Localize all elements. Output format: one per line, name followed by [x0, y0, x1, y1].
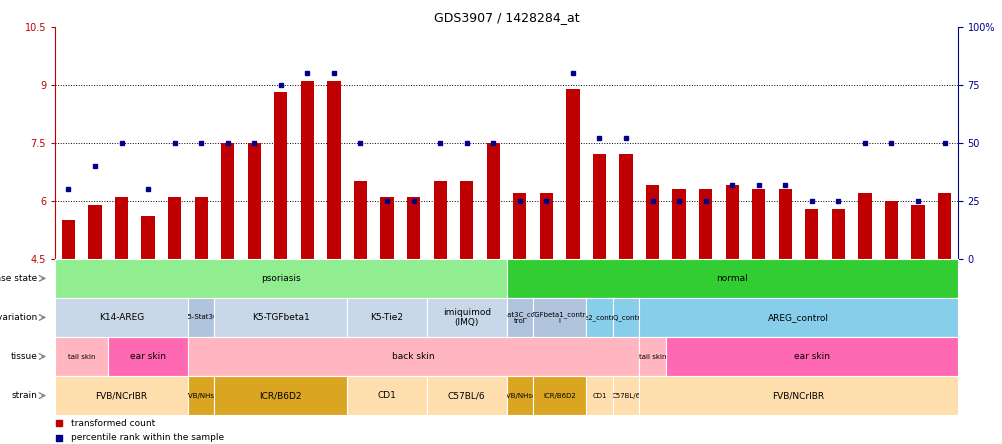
Bar — [724, 185, 738, 259]
Text: ear skin: ear skin — [793, 352, 829, 361]
Bar — [486, 143, 499, 259]
Bar — [274, 92, 288, 259]
Text: K5-Tie2: K5-Tie2 — [370, 313, 403, 322]
Bar — [566, 88, 579, 259]
Bar — [752, 189, 765, 259]
Text: C57BL/6: C57BL/6 — [448, 391, 485, 400]
Text: tail skin: tail skin — [638, 353, 665, 360]
Text: CD1: CD1 — [377, 391, 396, 400]
Bar — [805, 209, 818, 259]
Bar — [619, 155, 632, 259]
Bar — [671, 189, 685, 259]
Bar — [539, 193, 552, 259]
Bar — [247, 143, 261, 259]
Bar — [194, 197, 207, 259]
Text: K14-AREG: K14-AREG — [99, 313, 144, 322]
Title: GDS3907 / 1428284_at: GDS3907 / 1428284_at — [433, 11, 579, 24]
Text: K5-TGFbeta1: K5-TGFbeta1 — [252, 313, 310, 322]
Text: CD1: CD1 — [591, 392, 606, 399]
Bar — [301, 81, 314, 259]
Text: Stat3C_con
trol: Stat3C_con trol — [500, 311, 539, 324]
Bar — [858, 193, 871, 259]
Text: psoriasis: psoriasis — [261, 274, 301, 283]
Text: genotype/variation: genotype/variation — [0, 313, 38, 322]
Bar — [831, 209, 845, 259]
Text: ICR/B6D2: ICR/B6D2 — [260, 391, 302, 400]
Text: tissue: tissue — [11, 352, 38, 361]
Bar — [778, 189, 792, 259]
Text: disease state: disease state — [0, 274, 38, 283]
Text: transformed count: transformed count — [71, 419, 155, 428]
Text: strain: strain — [12, 391, 38, 400]
Bar — [513, 193, 526, 259]
Bar — [407, 197, 420, 259]
Text: FVB/NHsd: FVB/NHsd — [183, 392, 218, 399]
Bar — [698, 189, 711, 259]
Text: Tie2_control: Tie2_control — [577, 314, 620, 321]
Bar — [884, 201, 897, 259]
Bar — [115, 197, 128, 259]
Bar — [911, 205, 924, 259]
Bar — [592, 155, 605, 259]
Text: FVB/NCrIBR: FVB/NCrIBR — [95, 391, 147, 400]
Text: FVB/NCrIBR: FVB/NCrIBR — [772, 391, 824, 400]
Text: AREG_control: AREG_control — [768, 313, 829, 322]
Text: K5-Stat3C: K5-Stat3C — [183, 314, 218, 321]
Text: TGFbeta1_contro
l: TGFbeta1_contro l — [529, 311, 589, 324]
Bar — [220, 143, 234, 259]
Text: ICR/B6D2: ICR/B6D2 — [543, 392, 575, 399]
Text: FVB/NHsd: FVB/NHsd — [502, 392, 536, 399]
Text: percentile rank within the sample: percentile rank within the sample — [71, 433, 223, 442]
Text: back skin: back skin — [392, 352, 435, 361]
Bar — [327, 81, 341, 259]
Bar — [88, 205, 101, 259]
Text: C57BL/6: C57BL/6 — [611, 392, 640, 399]
Text: imiquimod
(IMQ): imiquimod (IMQ) — [442, 308, 490, 327]
Bar — [62, 220, 75, 259]
Bar — [141, 216, 154, 259]
Bar — [460, 182, 473, 259]
Bar — [433, 182, 446, 259]
Bar — [168, 197, 181, 259]
Bar — [937, 193, 950, 259]
Bar — [354, 182, 367, 259]
Text: IMQ_control: IMQ_control — [605, 314, 646, 321]
Bar — [380, 197, 394, 259]
Text: tail skin: tail skin — [68, 353, 95, 360]
Text: normal: normal — [715, 274, 747, 283]
Bar — [645, 185, 658, 259]
Text: ear skin: ear skin — [130, 352, 166, 361]
